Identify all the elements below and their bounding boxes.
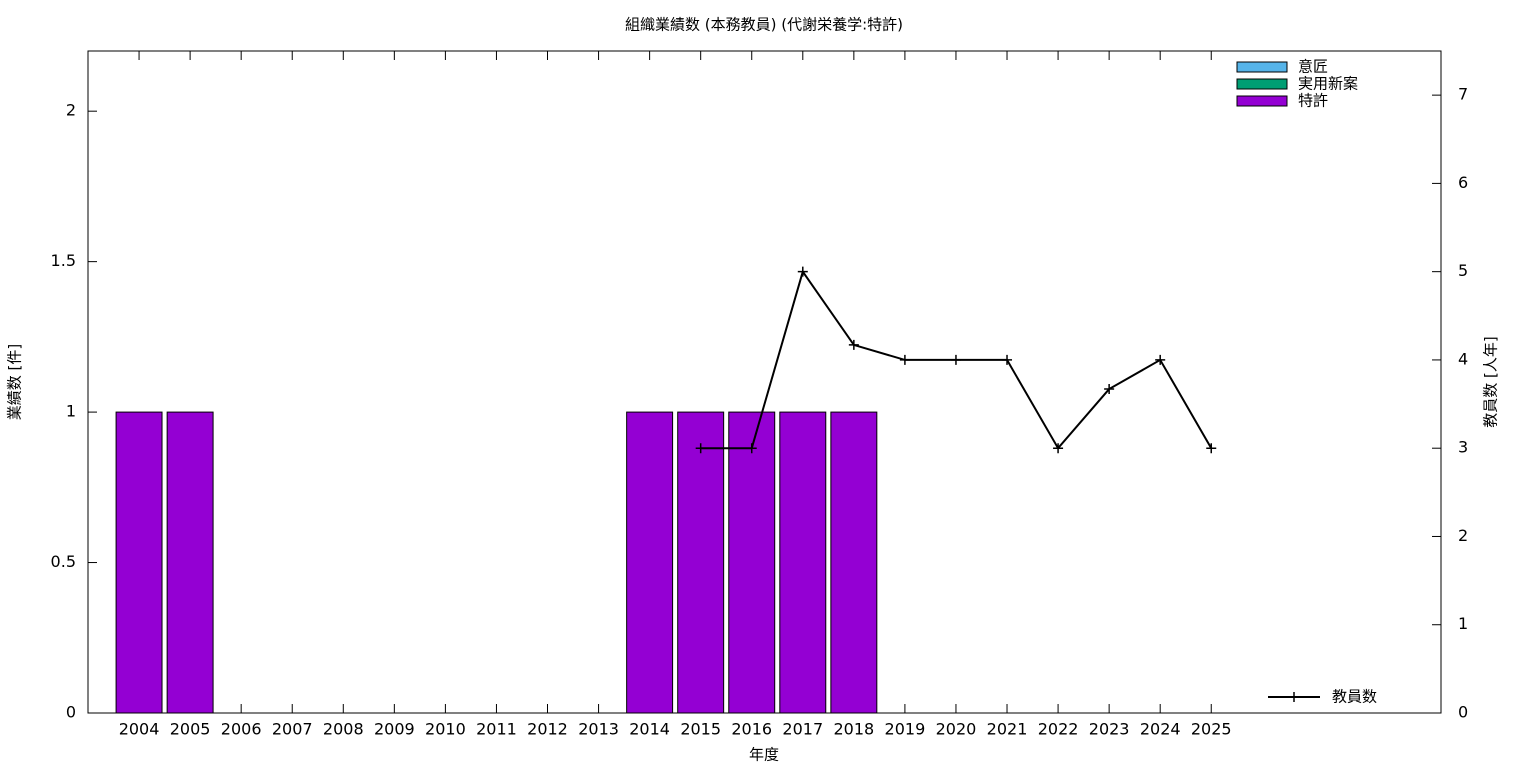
- x-tick-label: 2021: [987, 720, 1028, 739]
- x-tick-label: 2006: [221, 720, 262, 739]
- x-tick-label: 2017: [782, 720, 823, 739]
- bar: [115, 411, 163, 714]
- y-tick-label: 1.5: [51, 251, 76, 270]
- point-marker: [746, 443, 757, 454]
- y2-tick-label: 6: [1458, 173, 1468, 192]
- x-tick-label: 2016: [731, 720, 772, 739]
- x-tick-label: 2020: [936, 720, 977, 739]
- y-tick-label: 2: [66, 101, 76, 120]
- y2-tick-label: 0: [1458, 703, 1468, 722]
- x-tick-label: 2007: [272, 720, 313, 739]
- x-tick-label: 2022: [1038, 720, 1079, 739]
- legend-marker: [1289, 692, 1299, 702]
- y-tick-label: 1: [66, 402, 76, 421]
- point-marker: [1053, 443, 1064, 454]
- x-tick-label: 2014: [629, 720, 670, 739]
- point-marker: [899, 354, 910, 365]
- legend-label: 意匠: [1298, 58, 1328, 76]
- legend-swatch: [1236, 95, 1288, 107]
- bar: [728, 411, 776, 714]
- x-tick-label: 2023: [1089, 720, 1130, 739]
- y2-tick-label: 5: [1458, 261, 1468, 280]
- y2-axis-label: 教員数 [人年]: [1482, 336, 1500, 427]
- bar: [626, 411, 674, 714]
- point-marker: [950, 354, 961, 365]
- y2-tick-label: 3: [1458, 438, 1468, 457]
- point-marker: [1104, 384, 1115, 395]
- legend-swatch: [1236, 78, 1288, 90]
- bar: [677, 411, 725, 714]
- legend-label: 実用新案: [1298, 75, 1358, 93]
- x-tick-label: 2008: [323, 720, 364, 739]
- y-tick-label: 0.5: [51, 552, 76, 571]
- x-tick-label: 2010: [425, 720, 466, 739]
- legend-label: 教員数: [1332, 688, 1377, 706]
- y-axis-label: 業績数 [件]: [6, 344, 24, 420]
- bar: [830, 411, 878, 714]
- x-tick-label: 2004: [119, 720, 160, 739]
- x-tick-label: 2024: [1140, 720, 1181, 739]
- bar: [779, 411, 827, 714]
- x-axis-label: 年度: [749, 746, 779, 764]
- chart-title: 組織業績数 (本務教員) (代謝栄養学:特許): [625, 16, 903, 34]
- point-marker: [1155, 354, 1166, 365]
- point-marker: [1002, 354, 1013, 365]
- point-marker: [848, 339, 859, 350]
- point-marker: [695, 443, 706, 454]
- y2-tick-label: 2: [1458, 526, 1468, 545]
- point-marker: [797, 266, 808, 277]
- legend-label: 特許: [1298, 92, 1328, 110]
- bar: [166, 411, 214, 714]
- point-marker: [1206, 443, 1217, 454]
- y-tick-label: 0: [66, 703, 76, 722]
- y2-tick-label: 7: [1458, 85, 1468, 104]
- x-tick-label: 2012: [527, 720, 568, 739]
- x-tick-label: 2025: [1191, 720, 1232, 739]
- y2-tick-label: 1: [1458, 614, 1468, 633]
- x-tick-label: 2013: [578, 720, 619, 739]
- y2-tick-label: 4: [1458, 349, 1468, 368]
- x-tick-label: 2005: [170, 720, 211, 739]
- x-tick-label: 2009: [374, 720, 415, 739]
- legend-swatch: [1236, 61, 1288, 73]
- x-tick-label: 2019: [885, 720, 926, 739]
- x-tick-label: 2018: [833, 720, 874, 739]
- x-tick-label: 2011: [476, 720, 517, 739]
- x-tick-label: 2015: [680, 720, 721, 739]
